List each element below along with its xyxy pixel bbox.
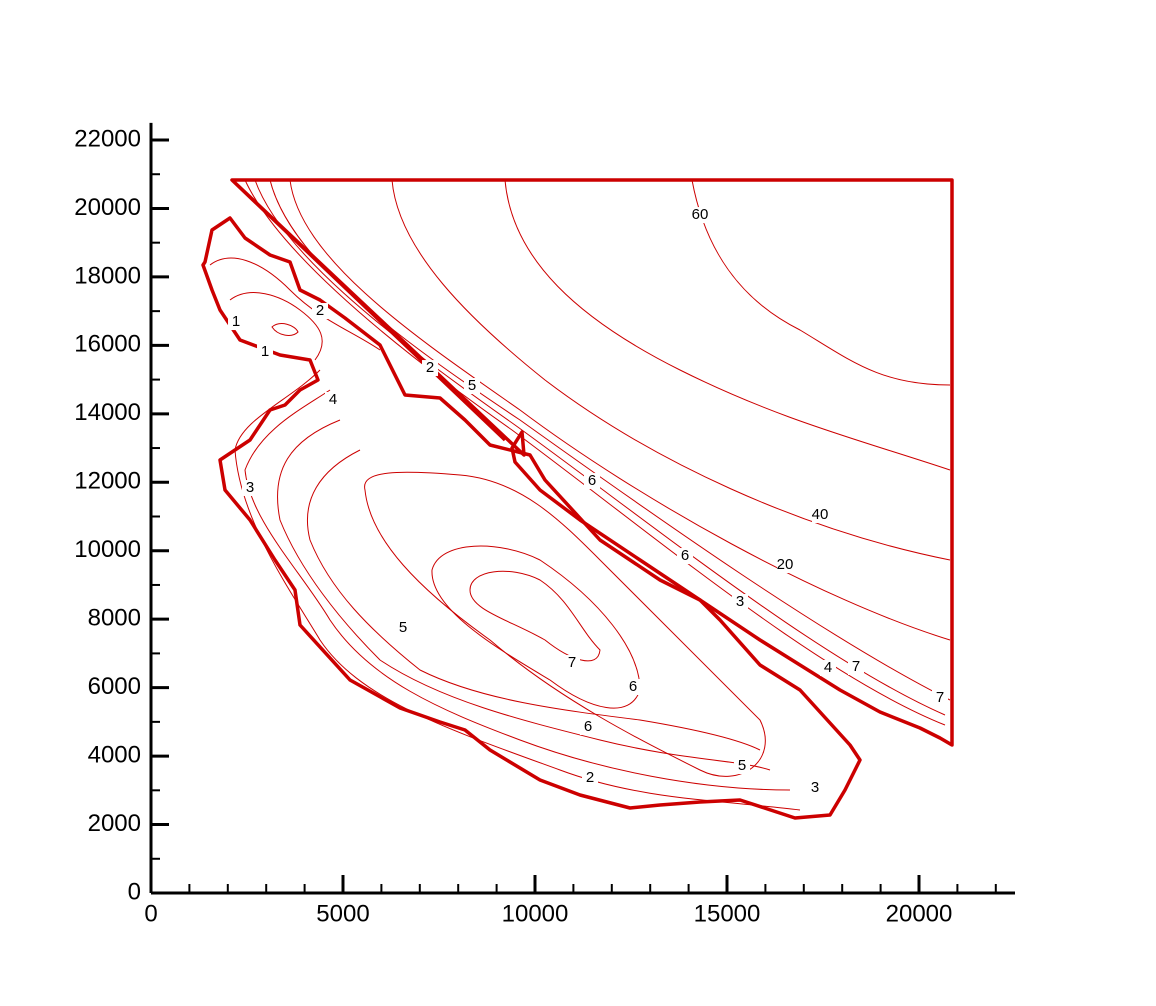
x-tick-label: 5000 — [316, 900, 369, 927]
contour-label: 5 — [468, 377, 476, 394]
contour-label: 4 — [824, 659, 832, 676]
contour-label: 6 — [629, 678, 637, 695]
contour-label-bg — [422, 360, 439, 377]
contour-label-bg — [311, 303, 328, 320]
contour-label-bg — [325, 392, 342, 409]
y-tick-label: 4000 — [88, 741, 141, 768]
contour-label: 20 — [777, 556, 794, 573]
contour-label: 6 — [681, 547, 689, 564]
contour-label-bg — [692, 207, 709, 224]
y-tick-label: 2000 — [88, 810, 141, 837]
y-tick-label: 10000 — [74, 536, 141, 563]
y-tick-label: 18000 — [74, 262, 141, 289]
contour-label-bg — [624, 679, 641, 696]
contour-label: 4 — [329, 391, 337, 408]
contour-label: 60 — [692, 206, 709, 223]
contour-label-bg — [807, 780, 824, 797]
contour-label-bg — [241, 480, 258, 497]
contour-label: 6 — [584, 718, 592, 735]
contour-label-bg — [228, 314, 245, 331]
x-tick-label: 15000 — [694, 900, 761, 927]
x-tick-label: 20000 — [886, 900, 953, 927]
axes: 0 5000 10000 15000 20000 0 2000 4000 6000 8000 100… — [74, 122, 1015, 927]
contour-label-bg — [932, 690, 949, 707]
contour-label-bg — [776, 557, 793, 574]
contour-label-bg — [732, 594, 749, 611]
contour-label: 6 — [588, 472, 596, 489]
contour-label-bg — [581, 769, 598, 786]
contour-label-bg — [819, 660, 836, 677]
y-tick-label: 20000 — [74, 194, 141, 221]
contour-label: 3 — [811, 779, 819, 796]
contour-label: 3 — [246, 479, 254, 496]
contour-label: 40 — [812, 506, 829, 523]
x-tick-label: 0 — [144, 900, 157, 927]
contour-label-bg — [257, 344, 274, 361]
contour-label-bg — [579, 718, 596, 735]
y-tick-label: 0 — [128, 878, 141, 905]
contour-label-bg — [395, 620, 412, 637]
contour-label: 5 — [399, 619, 407, 636]
y-tick-label: 14000 — [74, 399, 141, 426]
y-tick-label: 12000 — [74, 468, 141, 495]
contour-label-bg — [463, 378, 480, 395]
contour-label: 7 — [936, 689, 944, 706]
contour-label-bg — [847, 658, 864, 675]
contour-label: 7 — [568, 654, 576, 671]
contour-label: 2 — [586, 769, 594, 786]
contour-label-bg — [583, 473, 600, 490]
contour-label-bg — [676, 548, 693, 565]
contour-label: 1 — [232, 313, 240, 330]
y-tick-label: 8000 — [88, 605, 141, 632]
contour-label: 7 — [852, 658, 860, 675]
contour-label-bg — [734, 758, 751, 775]
contour-label: 2 — [316, 302, 324, 319]
y-tick-label: 6000 — [88, 673, 141, 700]
x-tick-label: 10000 — [502, 900, 569, 927]
y-tick-label: 22000 — [74, 125, 141, 152]
contour-label: 2 — [426, 359, 434, 376]
y-tick-label: 16000 — [74, 331, 141, 358]
domain-boundary — [201, 178, 954, 820]
contour-label-bg — [564, 655, 581, 672]
contour-label: 1 — [261, 343, 269, 360]
contour-label: 3 — [736, 593, 744, 610]
contour-lines — [209, 179, 951, 811]
contour-label-bg — [812, 507, 829, 524]
contour-label: 5 — [738, 757, 746, 774]
